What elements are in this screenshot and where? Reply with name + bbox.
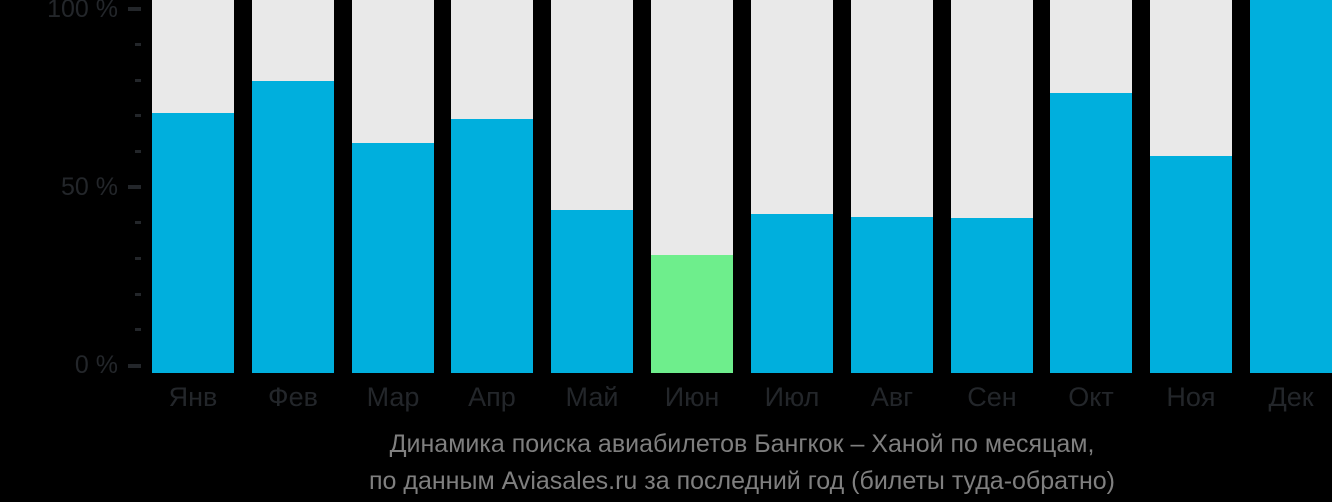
bar-fill-highlight [651,255,733,373]
chart-caption: Динамика поиска авиабилетов Бангкок – Ха… [152,426,1332,500]
y-axis-tick [135,79,141,82]
bar-column [352,0,434,373]
x-axis-label: Янв [168,382,218,412]
bar-fill [1050,93,1132,373]
bar-fill [551,210,633,373]
y-axis-tick [135,293,141,296]
bar-column [851,0,933,373]
x-axis-label: Фев [268,382,318,412]
x-axis-label: Май [565,382,619,412]
y-axis-tick [128,364,141,368]
x-axis-label: Окт [1068,382,1114,412]
x-axis-label: Июл [764,382,820,412]
bar-column [751,0,833,373]
x-axis-label: Апр [468,382,516,412]
chart-caption-line2: по данным Aviasales.ru за последний год … [369,467,1115,495]
x-axis-label: Июн [664,382,720,412]
bar-fill [252,81,334,373]
bar-column [1250,0,1332,373]
bar-column [1050,0,1132,373]
bar-column [152,0,234,373]
x-axis-label: Ноя [1166,382,1216,412]
y-axis-tick [135,150,141,153]
y-axis-tick [135,328,141,331]
bar-column [451,0,533,373]
y-axis-label: 50 % [61,173,118,201]
y-axis-tick [135,43,141,46]
bar-column [1150,0,1232,373]
bar-fill [352,143,434,373]
y-axis-tick [135,114,141,117]
chart-caption-line1: Динамика поиска авиабилетов Бангкок – Ха… [389,430,1095,458]
y-axis-label: 0 % [74,351,118,379]
bar-column [651,0,733,373]
x-axis-label: Авг [870,382,914,412]
bar-fill [451,119,533,373]
bar-fill [851,217,933,373]
plot-area [152,0,1332,373]
y-axis-tick [135,221,141,224]
bar-fill [152,113,234,373]
y-axis-label: 100 % [47,0,118,23]
bar-fill [951,218,1033,373]
x-axis-label: Мар [366,382,420,412]
y-axis-tick [128,7,141,11]
bar-column [551,0,633,373]
bar-column [252,0,334,373]
x-axis-label: Сен [967,382,1017,412]
x-axis-label: Дек [1268,382,1314,412]
bar-column [951,0,1033,373]
y-axis-tick [135,257,141,260]
y-axis-tick [128,185,141,189]
bar-fill [751,214,833,373]
y-axis: 100 % 50 % 0 % [0,0,152,380]
bar-fill [1150,156,1232,373]
bar-fill [1250,0,1332,373]
